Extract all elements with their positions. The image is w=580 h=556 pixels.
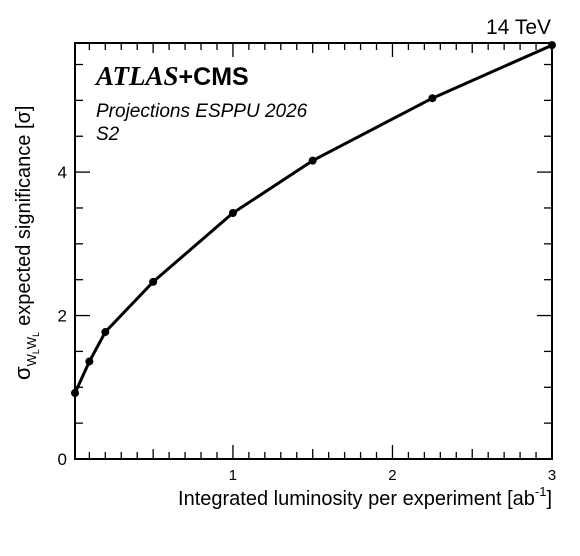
data-point	[85, 357, 94, 366]
plot-frame	[74, 42, 553, 460]
data-point	[308, 156, 317, 165]
x-tick-label: 1	[229, 467, 237, 484]
y-axis-label-subsubscript-2: L	[31, 332, 41, 337]
y-axis-label-subscript: W	[24, 353, 39, 366]
x-axis-label-superscript: -1	[535, 484, 547, 499]
plus-label: +	[179, 63, 194, 91]
series-line	[73, 43, 553, 394]
tick-labels: 1 2 3 0 2 4	[58, 163, 557, 484]
x-axis-label-main: Integrated luminosity per experiment [ab	[178, 488, 535, 510]
y-axis-label-text: expected significance [σ]	[13, 106, 35, 326]
y-axis-label-subscript-2: W	[24, 336, 39, 349]
data-point	[71, 389, 79, 398]
y-tick-label: 0	[58, 450, 67, 469]
x-axis-label: Integrated luminosity per experiment [ab…	[178, 484, 552, 510]
subtitle-line-1: Projections ESPPU 2026	[96, 101, 308, 122]
x-axis-label-close: ]	[546, 488, 552, 510]
cms-label: CMS	[193, 63, 249, 91]
y-tick-label: 2	[58, 307, 67, 326]
atlas-label: ATLAS	[94, 61, 179, 91]
y-axis-label-symbol: σ	[10, 366, 35, 380]
y-axis-label: σWLWLexpected significance [σ]	[10, 106, 41, 380]
data-point	[101, 328, 110, 337]
series-group	[71, 41, 556, 398]
experiment-label: ATLAS+CMS	[94, 61, 249, 91]
data-point	[548, 41, 556, 50]
data-point	[428, 94, 437, 103]
y-tick-label: 4	[58, 163, 67, 182]
subtitle-line-2: S2	[96, 124, 120, 145]
x-tick-label: 3	[548, 467, 556, 484]
axis-ticks	[75, 43, 553, 460]
y-axis-label-subsubscript: L	[31, 349, 41, 354]
data-point	[149, 277, 158, 286]
energy-label: 14 TeV	[486, 16, 551, 39]
x-tick-label: 2	[388, 467, 396, 484]
data-point	[228, 208, 237, 217]
